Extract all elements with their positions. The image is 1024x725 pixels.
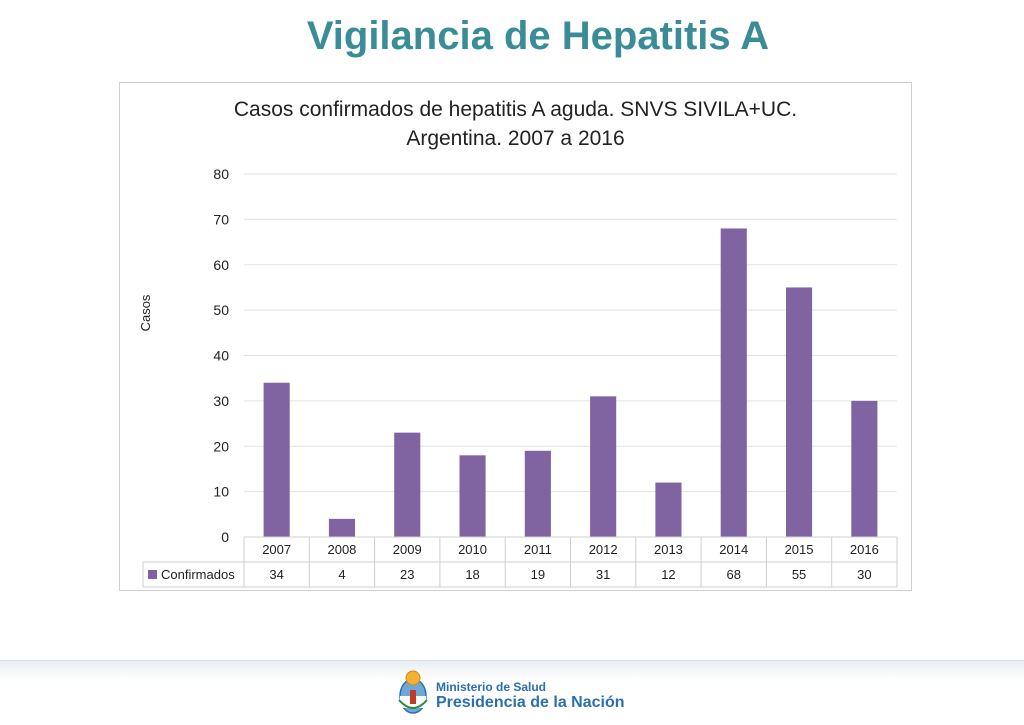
data-label: 68 bbox=[727, 567, 741, 582]
footer-text: Ministerio de Salud Presidencia de la Na… bbox=[436, 681, 625, 712]
bar bbox=[720, 228, 747, 537]
data-label: 12 bbox=[661, 567, 675, 582]
x-tick-label: 2008 bbox=[327, 542, 356, 557]
x-tick-label: 2015 bbox=[785, 542, 814, 557]
legend-label: Confirmados bbox=[161, 567, 235, 582]
page-title: Vigilancia de Hepatitis A bbox=[306, 14, 770, 58]
y-tick-label: 80 bbox=[213, 166, 229, 182]
x-tick-label: 2011 bbox=[524, 542, 552, 557]
x-tick-label: 2016 bbox=[850, 542, 879, 557]
data-label: 31 bbox=[596, 567, 610, 582]
data-label: 23 bbox=[400, 567, 414, 582]
data-label: 30 bbox=[857, 567, 871, 582]
bar bbox=[328, 518, 356, 537]
y-tick-label: 60 bbox=[213, 257, 229, 273]
data-label: 19 bbox=[531, 567, 545, 582]
bar bbox=[785, 287, 813, 537]
bar bbox=[851, 400, 878, 537]
data-label: 4 bbox=[338, 567, 345, 582]
data-label: 55 bbox=[792, 567, 806, 582]
data-label: 18 bbox=[465, 567, 479, 582]
chart-title-line-1: Casos confirmados de hepatitis A aguda. … bbox=[233, 98, 798, 121]
y-tick-label: 40 bbox=[213, 348, 229, 364]
x-tick-label: 2013 bbox=[654, 542, 683, 557]
bar bbox=[655, 482, 682, 537]
y-tick-label: 10 bbox=[213, 484, 229, 500]
bar bbox=[459, 455, 486, 537]
legend-swatch bbox=[148, 570, 157, 579]
y-tick-label: 0 bbox=[221, 529, 229, 545]
bar bbox=[590, 396, 617, 537]
footer-presidency: Presidencia de la Nación bbox=[436, 694, 625, 711]
data-label: 34 bbox=[269, 567, 283, 582]
chart-title: Casos confirmados de hepatitis A aguda. … bbox=[119, 95, 912, 153]
y-tick-label: 20 bbox=[213, 438, 229, 454]
x-tick-label: 2007 bbox=[262, 542, 291, 557]
chart-frame bbox=[119, 82, 912, 591]
y-tick-label: 30 bbox=[213, 393, 229, 409]
x-tick-label: 2010 bbox=[458, 542, 487, 557]
y-tick-label: 50 bbox=[213, 302, 229, 318]
y-tick-label: 70 bbox=[213, 211, 229, 227]
bar bbox=[524, 450, 551, 537]
x-tick-label: 2009 bbox=[393, 542, 422, 557]
x-tick-label: 2014 bbox=[719, 542, 748, 557]
x-tick-label: 2012 bbox=[589, 542, 618, 557]
coat-of-arms-icon bbox=[398, 670, 428, 714]
chart-title-line-2: Argentina. 2007 a 2016 bbox=[406, 127, 625, 150]
footer bbox=[0, 660, 1024, 725]
footer-ministry: Ministerio de Salud bbox=[436, 680, 547, 694]
y-axis-label: Casos bbox=[138, 294, 153, 331]
bar bbox=[394, 432, 421, 537]
bar bbox=[263, 382, 290, 537]
